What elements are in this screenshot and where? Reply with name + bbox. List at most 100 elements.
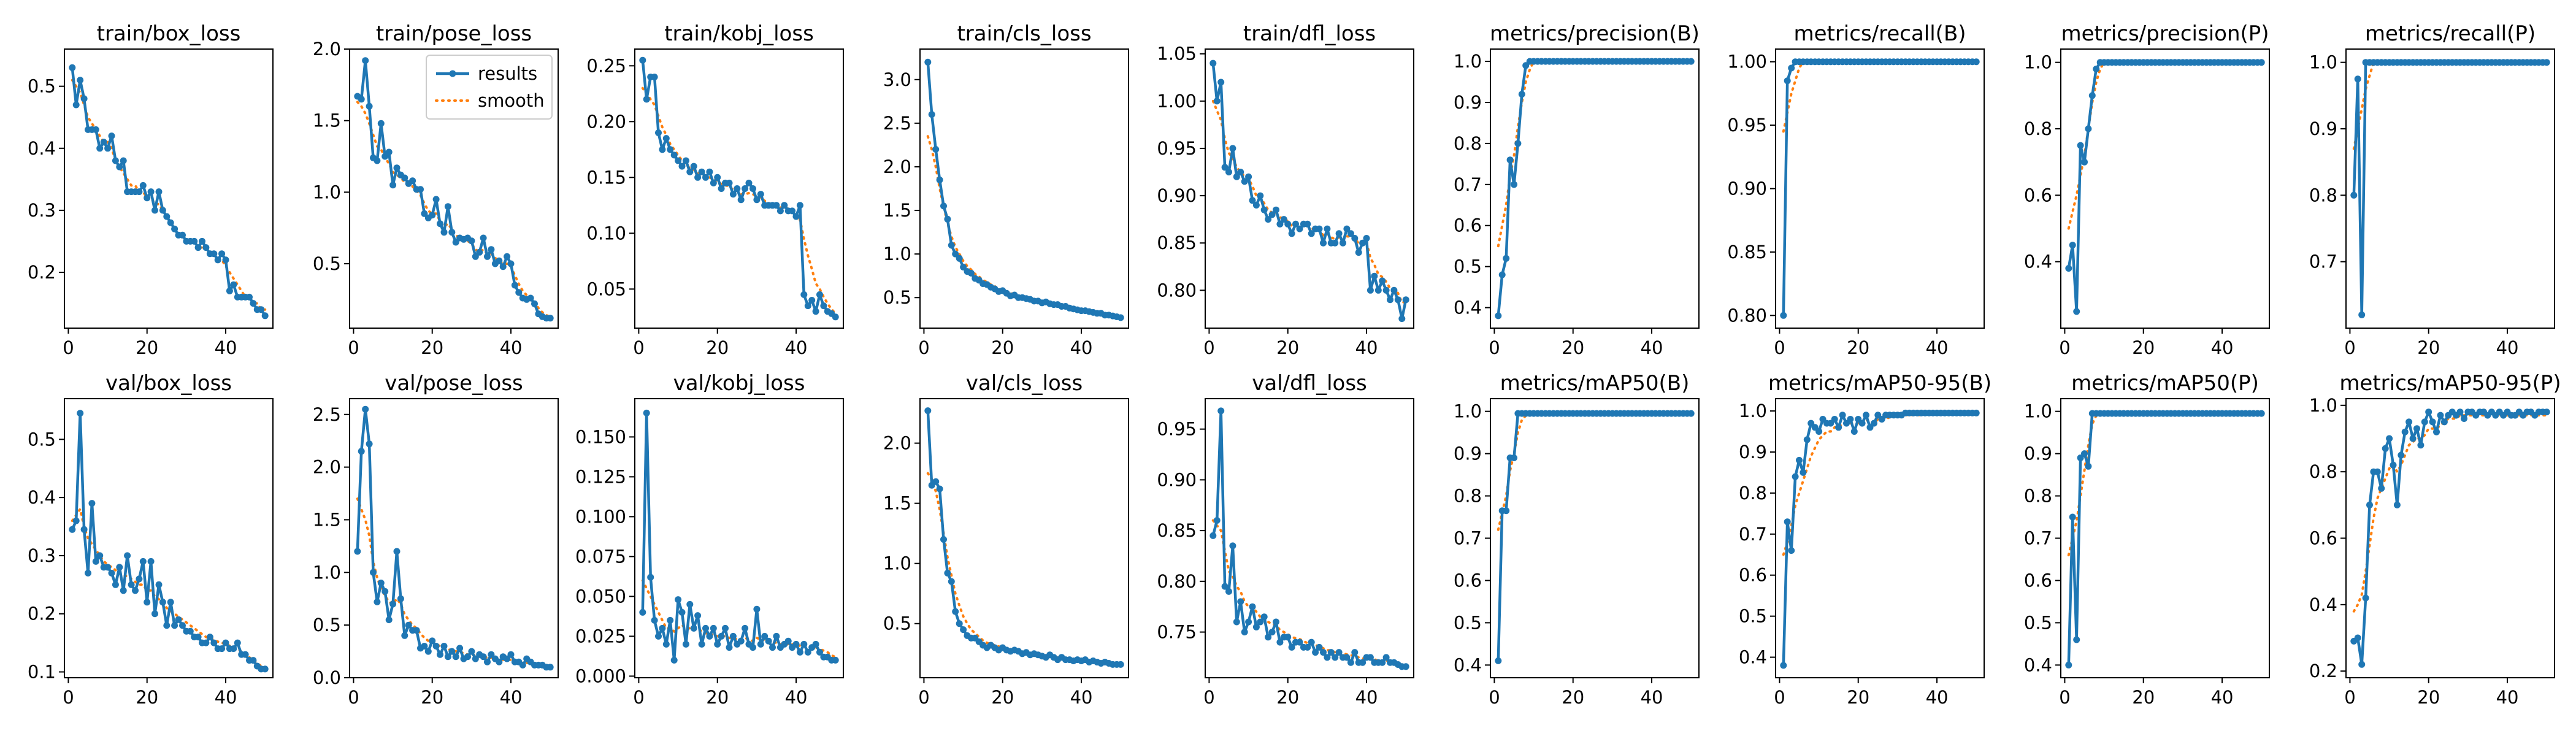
data-point [432,643,440,650]
data-point [1260,613,1268,621]
data-point [199,237,205,245]
x-tick-label: 40 [1641,687,1663,708]
x-tick-label: 0 [1489,687,1500,708]
data-point [96,145,104,152]
x-tick-label: 20 [1847,337,1869,358]
data-point [2093,66,2100,72]
y-tick-label: 0.7 [1739,524,1767,545]
chart-train-kobj-loss: train/kobj_loss 0 20 40 0.05 0.10 0.15 0.20 0.25 [586,21,844,358]
x-tick-label: 40 [1355,337,1378,358]
x-tick-label: 0 [1774,687,1785,708]
data-point [737,637,745,645]
y-tick-label: 0.5 [1454,612,1482,633]
data-point [429,637,436,645]
data-point [527,294,534,302]
data-point [444,203,451,210]
y-tick-label: 0.8 [1454,486,1482,507]
data-point [706,632,713,640]
axes-frame [634,48,844,329]
x-tick-label: 0 [633,687,644,708]
data-point [116,163,123,171]
plot-area [924,58,1124,321]
y-tick-label: 0.8 [1454,133,1482,154]
x-tick-label: 40 [1070,337,1093,358]
data-point [2073,308,2080,315]
y-tick-label: 0.4 [28,138,56,159]
y-tick-label: 0.95 [1157,419,1197,440]
x-tick-label: 40 [2496,337,2519,358]
data-point [1265,216,1272,223]
data-point [832,313,839,321]
data-point [1351,649,1359,656]
x-tick-label: 40 [1926,337,1949,358]
data-point [374,157,381,164]
data-point [643,96,650,103]
y-tick-label: 2.0 [883,156,911,177]
data-point [694,174,702,181]
data-point [421,210,428,217]
data-point [769,644,776,651]
series-line-smooth [71,79,267,311]
data-point [139,558,147,565]
data-point [2073,636,2080,643]
data-point [1495,312,1502,320]
data-point [2081,158,2088,166]
data-point [967,269,975,277]
data-point [710,179,717,186]
data-point [2077,454,2084,461]
y-tick-label: 0.2 [28,262,56,283]
data-point [1332,239,1339,247]
data-point [773,202,780,209]
data-point [1514,140,1522,147]
data-point [1394,296,1401,304]
data-point [726,644,733,651]
data-point [1788,64,1795,72]
y-tick-label: 0.80 [1727,305,1767,326]
data-point [2382,445,2389,452]
data-point [1835,424,1842,431]
data-point [1249,197,1256,204]
y-tick-label: 0.0 [313,667,341,688]
data-point [647,573,654,581]
y-tick-label: 0.9 [1454,92,1482,113]
x-tick-label: 40 [1070,687,1093,708]
axes-frame [64,398,274,678]
y-tick-label: 0.7 [1454,174,1482,195]
data-point [504,655,511,662]
data-point [2374,468,2381,475]
data-point [484,658,491,665]
y-tick-label: 1.0 [883,553,911,574]
data-point [92,558,99,565]
y-tick-label: 0.5 [28,429,56,450]
series-line-smooth [1782,60,1978,133]
data-point [1304,220,1311,228]
data-point [147,558,155,565]
axes-frame [349,398,559,678]
legend-box [426,55,553,120]
x-tick-label: 0 [2059,337,2070,358]
plot-area [639,56,839,321]
x-tick-label: 0 [918,687,929,708]
axes-frame [2060,48,2270,329]
data-point [452,653,459,661]
data-point [2386,435,2393,442]
y-tick-label: 0.9 [2309,118,2337,139]
data-point [940,202,947,210]
data-point [792,640,800,648]
data-point [1252,202,1260,209]
data-point [1379,659,1386,666]
y-tick-label: 0.8 [2309,461,2337,482]
y-tick-label: 1.0 [1454,51,1482,72]
data-point [2088,92,2096,99]
data-point [468,237,475,245]
axes-frame [1775,398,1985,678]
series-line-smooth [1782,412,1978,556]
x-tick-label: 0 [2344,687,2355,708]
data-point [718,185,725,192]
data-point [2069,513,2076,521]
data-point [210,250,218,258]
data-point [432,196,440,203]
data-point [1312,649,1319,656]
y-tick-label: 0.100 [575,506,626,527]
data-point [1296,225,1303,232]
